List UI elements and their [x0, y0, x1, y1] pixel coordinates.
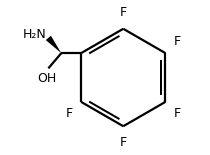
Text: F: F: [65, 107, 72, 120]
Text: F: F: [174, 107, 181, 120]
Text: H₂N: H₂N: [23, 28, 47, 41]
Polygon shape: [46, 36, 61, 53]
Text: F: F: [174, 35, 181, 48]
Text: F: F: [120, 6, 127, 19]
Text: OH: OH: [37, 72, 56, 85]
Text: F: F: [120, 136, 127, 149]
